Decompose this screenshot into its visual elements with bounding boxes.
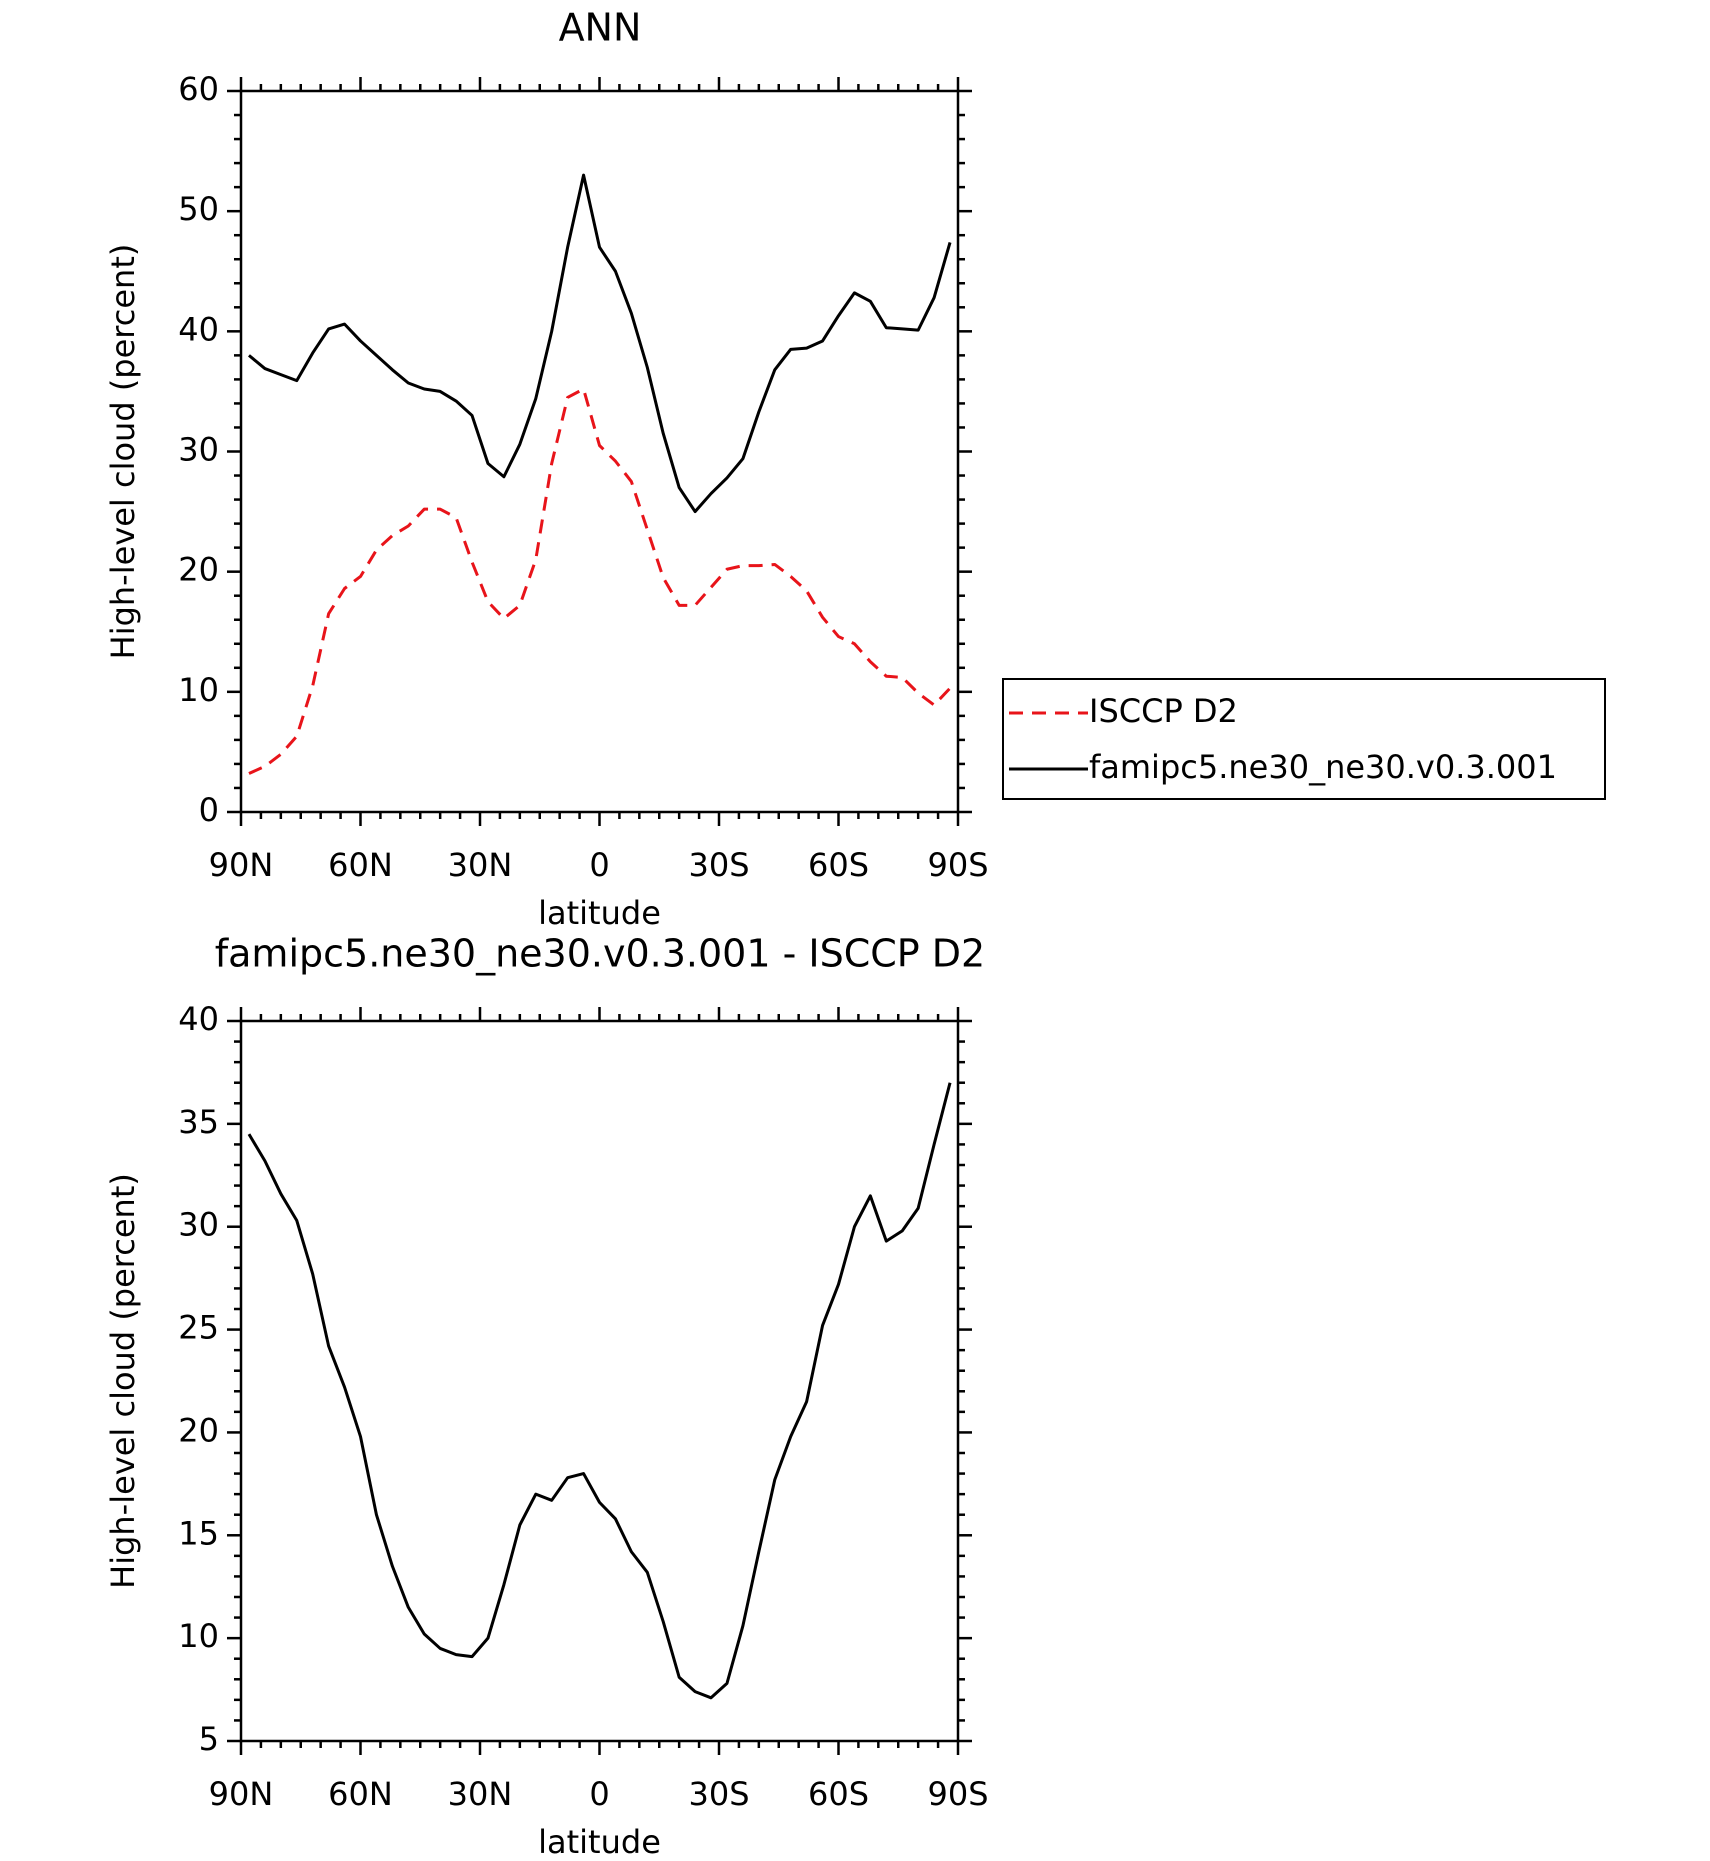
x-tick-label: 0 <box>589 1775 609 1813</box>
y-tick-label: 30 <box>178 1206 219 1244</box>
legend-label: ISCCP D2 <box>1089 692 1238 730</box>
y-axis-label: High-level cloud (percent) <box>104 1173 142 1589</box>
x-tick-label: 90S <box>927 846 988 884</box>
legend-box <box>1002 678 1606 800</box>
x-tick-label: 30S <box>688 846 749 884</box>
y-tick-label: 35 <box>178 1103 219 1141</box>
x-tick-label: 30S <box>688 1775 749 1813</box>
x-tick-label: 0 <box>589 846 609 884</box>
x-tick-label: 60N <box>328 1775 393 1813</box>
legend-label: famipc5.ne30_ne30.v0.3.001 <box>1089 748 1557 786</box>
x-tick-label: 90N <box>209 846 274 884</box>
x-tick-label: 60S <box>808 846 869 884</box>
x-axis-label: latitude <box>538 1823 661 1861</box>
chart-title: famipc5.ne30_ne30.v0.3.001 - ISCCP D2 <box>215 932 985 976</box>
chart-title: ANN <box>559 6 642 50</box>
plot-frame <box>239 89 960 814</box>
y-tick-label: 10 <box>178 671 219 709</box>
y-tick-label: 15 <box>178 1514 219 1552</box>
y-axis-label: High-level cloud (percent) <box>104 244 142 660</box>
y-tick-label: 20 <box>178 1411 219 1449</box>
y-tick-label: 30 <box>178 431 219 469</box>
data-line <box>247 1082 952 1700</box>
y-tick-label: 40 <box>178 1000 219 1038</box>
x-tick-label: 90N <box>209 1775 274 1813</box>
x-axis-label: latitude <box>538 894 661 932</box>
y-tick-label: 20 <box>178 551 219 589</box>
y-tick-label: 5 <box>199 1720 219 1758</box>
y-tick-label: 50 <box>178 190 219 228</box>
x-tick-label: 30N <box>448 846 513 884</box>
plot-frame <box>239 1019 960 1743</box>
x-tick-label: 30N <box>448 1775 513 1813</box>
y-tick-label: 0 <box>199 791 219 829</box>
x-tick-label: 60S <box>808 1775 869 1813</box>
y-tick-label: 25 <box>178 1309 219 1347</box>
x-tick-label: 60N <box>328 846 393 884</box>
y-tick-label: 60 <box>178 70 219 108</box>
data-line <box>248 173 952 514</box>
x-tick-label: 90S <box>927 1775 988 1813</box>
y-tick-label: 10 <box>178 1617 219 1655</box>
y-tick-label: 40 <box>178 310 219 348</box>
data-line <box>248 387 952 775</box>
